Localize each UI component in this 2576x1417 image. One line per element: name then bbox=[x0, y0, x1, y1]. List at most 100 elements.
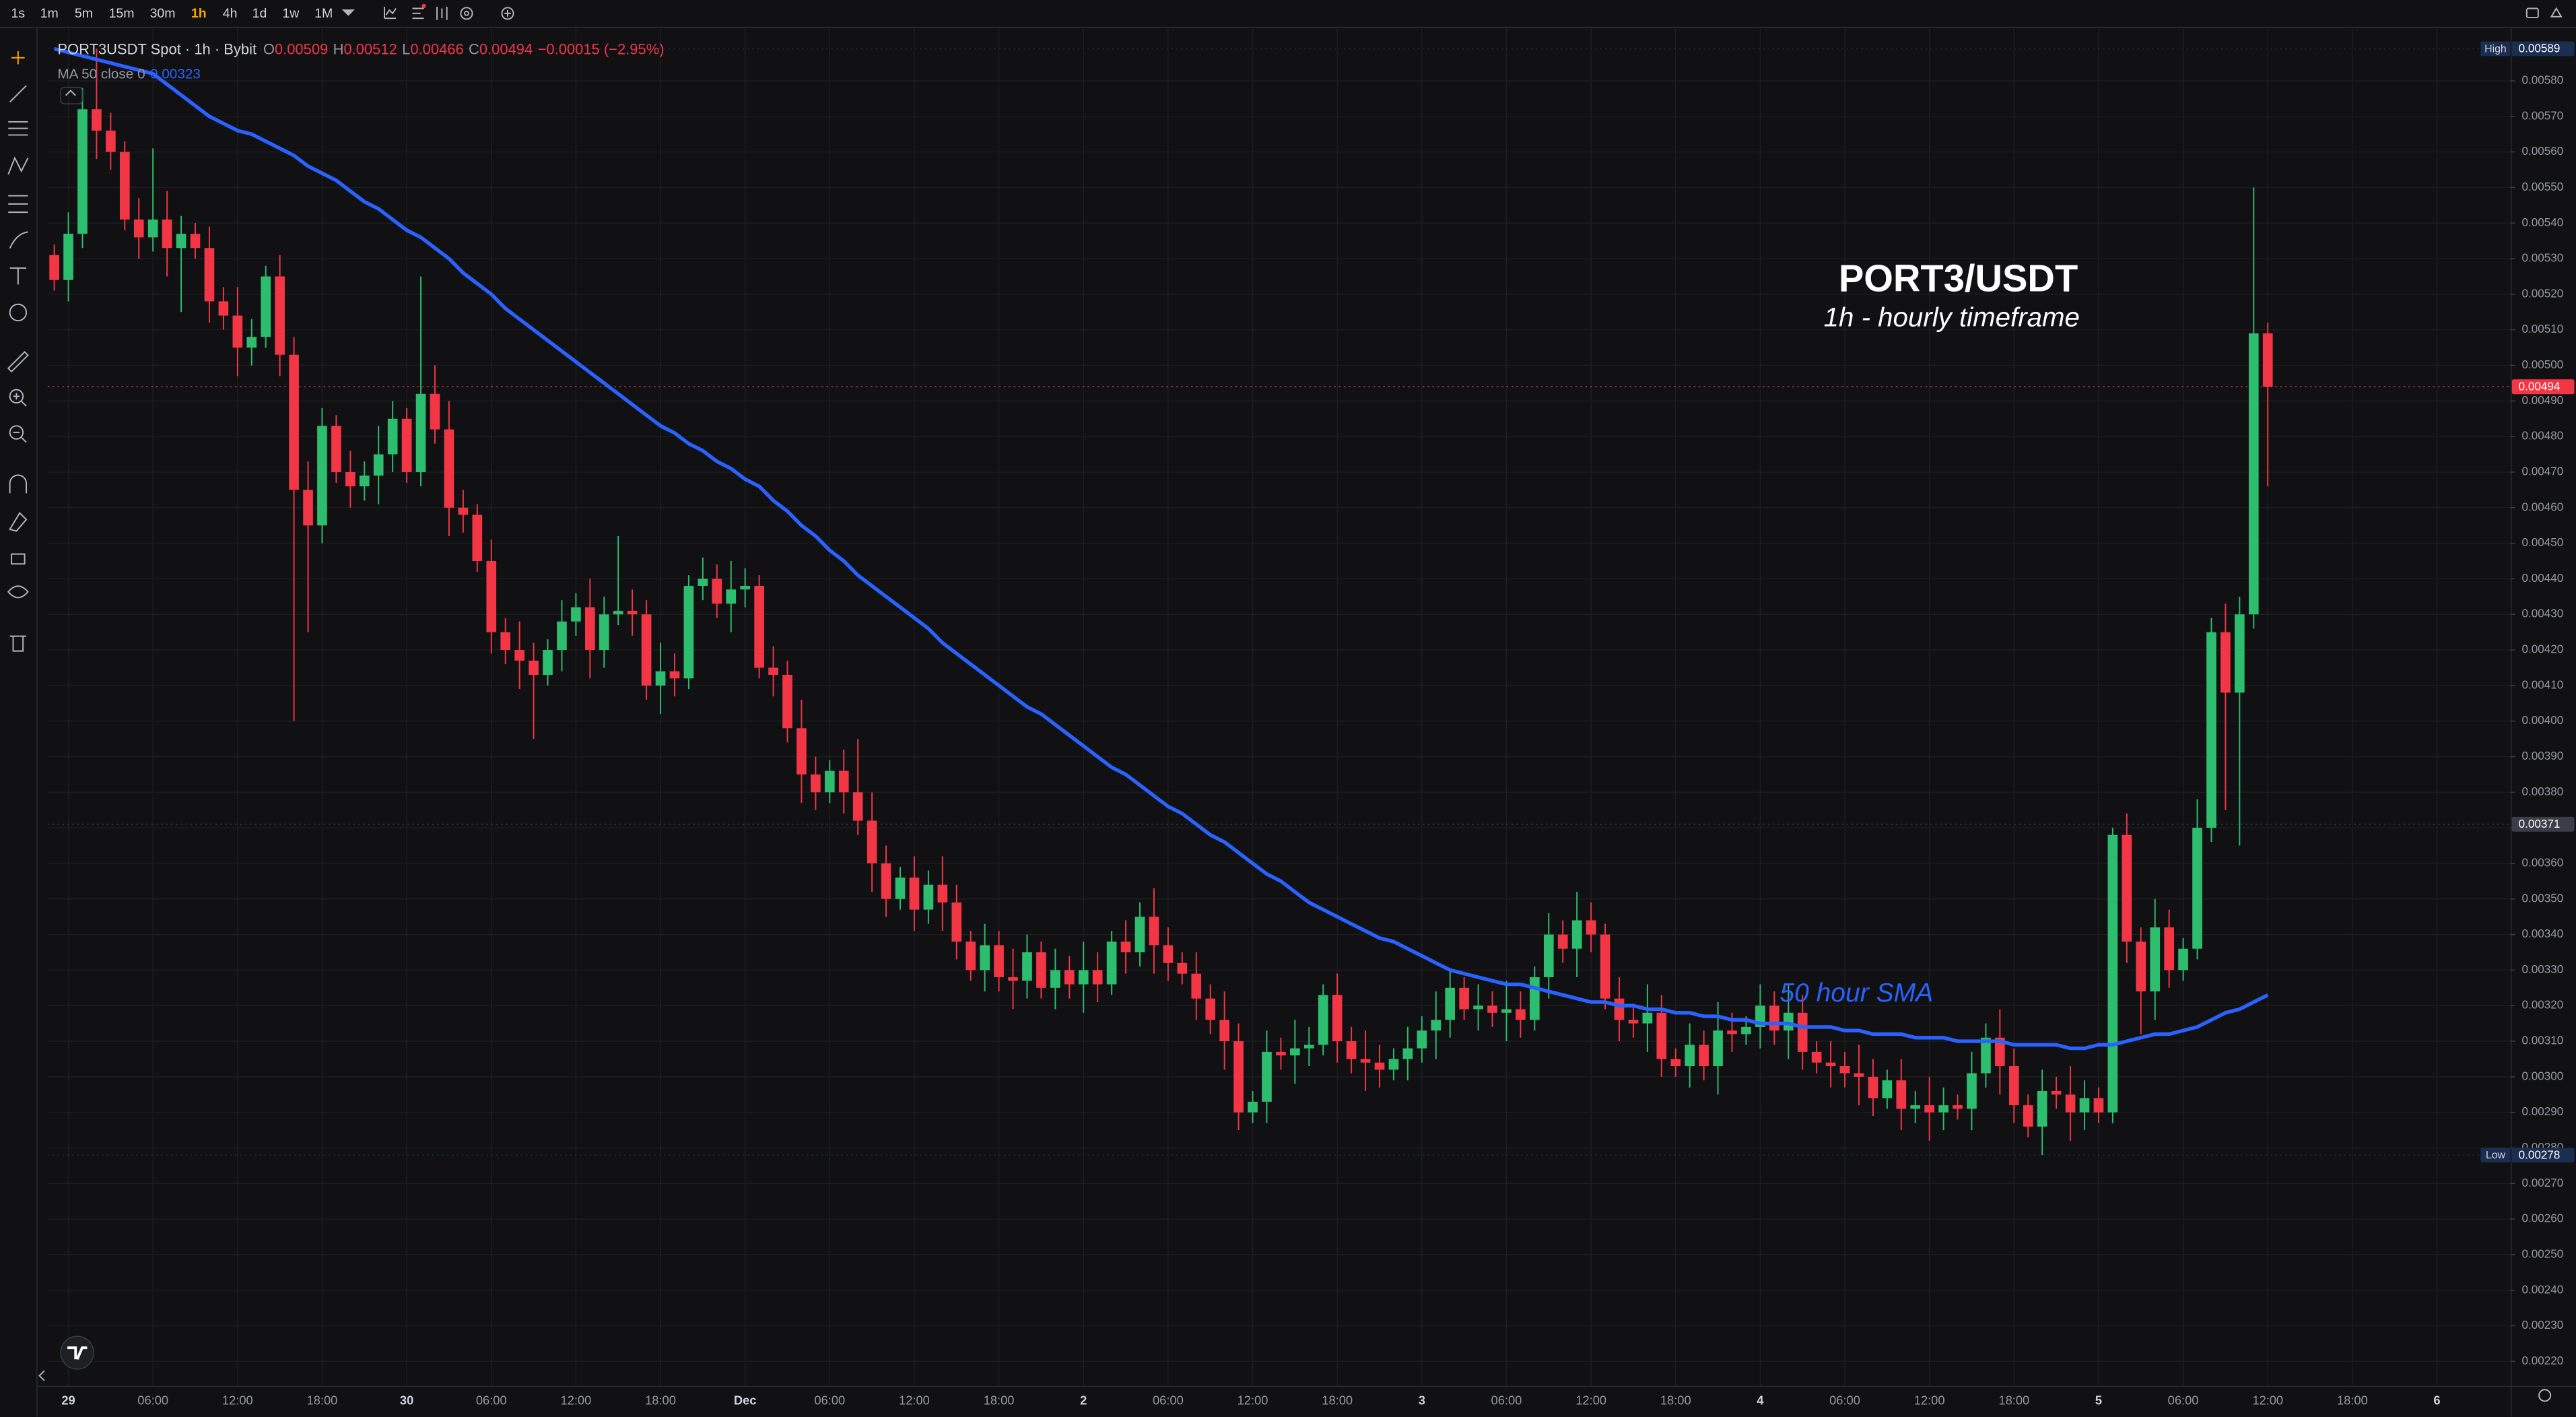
candle-body bbox=[275, 276, 285, 355]
candle-body bbox=[1459, 987, 1469, 1010]
y-tick-label: 0.00250 bbox=[2521, 1247, 2563, 1260]
candle-body bbox=[726, 589, 737, 604]
y-tick-label: 0.00400 bbox=[2521, 714, 2563, 727]
x-tick-label: 12:00 bbox=[1575, 1393, 1606, 1407]
text-tool[interactable] bbox=[9, 267, 27, 285]
crosshair-tool[interactable] bbox=[11, 51, 25, 65]
y-tick-label: 0.00540 bbox=[2521, 216, 2563, 229]
legend-key: C bbox=[469, 41, 479, 58]
y-tick-label: 0.00430 bbox=[2521, 607, 2563, 620]
screenshot-icon[interactable] bbox=[2526, 7, 2539, 18]
candle-body bbox=[1134, 917, 1145, 952]
legend-value: 0.00466 bbox=[410, 41, 463, 58]
candle-body bbox=[1050, 970, 1060, 988]
candle-body bbox=[373, 454, 384, 476]
y-tick-label: 0.00290 bbox=[2521, 1105, 2563, 1118]
candle-body bbox=[359, 475, 370, 487]
candle-body bbox=[1953, 1105, 1963, 1109]
interval-button[interactable]: 1M bbox=[314, 6, 333, 21]
legend-key: O bbox=[263, 41, 275, 58]
x-tick-label: 06:00 bbox=[1491, 1393, 1522, 1407]
x-tick-label: 18:00 bbox=[984, 1393, 1015, 1407]
candle-body bbox=[218, 301, 229, 316]
y-tick-label: 0.00520 bbox=[2521, 287, 2563, 300]
forecast-tool[interactable] bbox=[8, 195, 28, 213]
emoji-tool[interactable] bbox=[9, 303, 28, 322]
lock-tool[interactable] bbox=[11, 553, 26, 565]
candle-body bbox=[585, 607, 595, 651]
interval-button[interactable]: 1w bbox=[282, 6, 300, 21]
price-marker-tag bbox=[2480, 41, 2511, 57]
trendline-tool[interactable] bbox=[9, 85, 27, 103]
candle-body bbox=[331, 426, 341, 472]
y-tick-label: 0.00320 bbox=[2521, 999, 2563, 1012]
candle-body bbox=[2008, 1066, 2019, 1106]
replay-icon[interactable] bbox=[460, 7, 473, 20]
interval-button[interactable]: 30m bbox=[150, 6, 176, 21]
dropdown-icon[interactable] bbox=[341, 9, 355, 16]
legend-collapse[interactable] bbox=[65, 90, 76, 96]
delete-tool[interactable] bbox=[9, 635, 27, 652]
candle-body bbox=[1656, 1012, 1667, 1059]
visibility-tool[interactable] bbox=[7, 585, 29, 599]
indicator-icon[interactable] bbox=[383, 7, 397, 20]
price-marker-label: 0.00278 bbox=[2519, 1148, 2561, 1161]
candle-body bbox=[571, 607, 581, 622]
candle-body bbox=[1374, 1062, 1385, 1070]
ruler-tool[interactable] bbox=[7, 351, 29, 373]
candle-body bbox=[1741, 1026, 1751, 1034]
candle-body bbox=[824, 770, 835, 793]
interval-button[interactable]: 1h bbox=[191, 6, 207, 21]
fib-tool[interactable] bbox=[8, 121, 28, 136]
candle-body bbox=[1501, 1009, 1512, 1013]
interval-button[interactable]: 15m bbox=[109, 6, 135, 21]
y-tick-label: 0.00580 bbox=[2521, 74, 2563, 87]
interval-button[interactable]: 1d bbox=[252, 6, 267, 21]
settings-icon[interactable] bbox=[2538, 1389, 2552, 1402]
brush-tool[interactable] bbox=[9, 231, 28, 249]
candle-body bbox=[895, 878, 906, 899]
candle-body bbox=[1064, 970, 1075, 985]
template-icon[interactable] bbox=[412, 7, 424, 20]
x-tick-label: 06:00 bbox=[1829, 1393, 1860, 1407]
zoom-out-tool[interactable] bbox=[9, 425, 24, 440]
x-tick-label: 3 bbox=[1419, 1393, 1425, 1407]
candle-body bbox=[458, 507, 469, 515]
lock-draw-tool[interactable] bbox=[9, 512, 28, 532]
fullscreen-icon[interactable] bbox=[2550, 7, 2563, 18]
y-tick-label: 0.00380 bbox=[2521, 785, 2563, 798]
candle-body bbox=[2150, 927, 2161, 992]
interval-button[interactable]: 1s bbox=[11, 6, 26, 21]
y-tick-label: 0.00480 bbox=[2521, 430, 2563, 442]
toolbar-icons bbox=[7, 3, 2563, 1402]
candle-body bbox=[1303, 1045, 1314, 1049]
y-tick-label: 0.00440 bbox=[2521, 572, 2563, 585]
zoom-in-tool[interactable] bbox=[9, 389, 24, 404]
x-tick-label: 12:00 bbox=[1238, 1393, 1268, 1407]
candle-body bbox=[2065, 1094, 2076, 1113]
ma-legend-name: MA 50 close 0 bbox=[57, 67, 145, 82]
tv-logo[interactable] bbox=[60, 1336, 94, 1370]
candle-body bbox=[1685, 1045, 1695, 1067]
candle-body bbox=[1332, 995, 1343, 1042]
magnet-tool[interactable] bbox=[9, 474, 28, 494]
pattern-tool[interactable] bbox=[7, 156, 29, 175]
x-tick-label: 12:00 bbox=[899, 1393, 930, 1407]
left-toolbar bbox=[0, 28, 36, 1417]
interval-button[interactable]: 1m bbox=[40, 6, 59, 21]
interval-button[interactable]: 4h bbox=[223, 6, 238, 21]
collapse-icon[interactable] bbox=[38, 1370, 45, 1381]
add-icon[interactable] bbox=[501, 7, 514, 20]
add-icon-plus bbox=[504, 9, 511, 17]
ma-legend-value: 0.00323 bbox=[150, 67, 201, 82]
y-tick-label: 0.00490 bbox=[2521, 394, 2563, 407]
alert-icon[interactable] bbox=[436, 7, 448, 20]
x-tick-label: 12:00 bbox=[1914, 1393, 1945, 1407]
interval-button[interactable]: 5m bbox=[75, 6, 93, 21]
candle-body bbox=[782, 675, 792, 729]
ma-line bbox=[53, 46, 2269, 1051]
candle-body bbox=[92, 109, 102, 131]
candle-body bbox=[627, 610, 638, 615]
legend-toggle[interactable] bbox=[60, 86, 83, 104]
y-tick-label: 0.00310 bbox=[2521, 1034, 2563, 1047]
